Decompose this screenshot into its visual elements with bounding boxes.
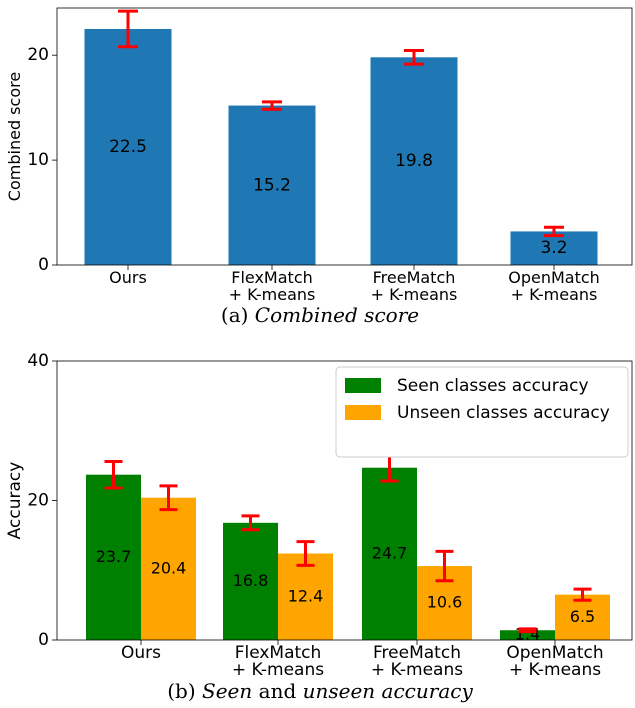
- bar-value-label: 15.2: [253, 175, 291, 195]
- x-tick-label: FreeMatch: [373, 268, 456, 287]
- legend-box: [335, 366, 629, 458]
- bar: [86, 474, 141, 640]
- bar: [555, 594, 610, 640]
- bar-value-label: 3.2: [540, 238, 567, 258]
- bar-value-label: 22.5: [109, 137, 147, 157]
- caption-a: (a) Combined score: [221, 303, 419, 327]
- error-bar: [262, 100, 282, 111]
- bar: [141, 497, 196, 640]
- x-tick-label: Ours: [109, 268, 147, 287]
- y-tick-label: 20: [27, 45, 49, 65]
- y-axis-label: Combined score: [5, 72, 24, 201]
- bar-value-label: 23.7: [96, 547, 132, 566]
- bar-value-label: 12.4: [288, 586, 324, 605]
- x-tick-label: OpenMatch: [506, 643, 603, 663]
- y-tick-label: 0: [38, 630, 49, 650]
- error-bar: [296, 540, 315, 567]
- bar: [84, 28, 172, 266]
- y-tick-label: 10: [27, 150, 49, 170]
- y-axis-label: Accuracy: [5, 462, 25, 540]
- error-bar: [435, 549, 454, 583]
- bar: [223, 522, 278, 640]
- legend: Seen classes accuracy Unseen classes accu…: [335, 366, 629, 458]
- x-tick-label: + K-means: [232, 660, 324, 680]
- bar: [278, 553, 333, 640]
- error-bar: [159, 484, 178, 512]
- x-tick-label: + K-means: [371, 660, 463, 680]
- caption-part: (b): [167, 679, 202, 703]
- plot-frame: [56, 7, 633, 266]
- bar: [370, 57, 458, 266]
- caption-part: and: [252, 679, 302, 703]
- bar-value-label: 6.5: [570, 607, 595, 626]
- bar-value-label: 19.8: [395, 151, 433, 171]
- error-bar: [544, 225, 564, 238]
- bar: [362, 467, 417, 640]
- caption-b: (b) Seen and unseen accuracy: [167, 679, 473, 703]
- bar-value-label: 24.7: [372, 543, 408, 562]
- y-tick-label: 40: [27, 351, 49, 371]
- x-tick-label: + K-means: [511, 285, 598, 304]
- x-tick-label: FreeMatch: [373, 643, 461, 663]
- x-tick-label: OpenMatch: [508, 268, 600, 287]
- bar: [228, 105, 316, 265]
- legend-swatch: [345, 405, 381, 420]
- legend-label: Unseen classes accuracy: [397, 403, 610, 423]
- bar-value-label: 16.8: [233, 571, 269, 590]
- caption-part: Seen: [202, 679, 252, 703]
- error-bar: [404, 48, 424, 66]
- y-tick-label: 0: [38, 255, 49, 275]
- x-tick-label: + K-means: [229, 285, 316, 304]
- caption-italic: Combined score: [255, 303, 419, 327]
- y-tick-label: 20: [27, 491, 49, 511]
- caption-prefix: (a): [221, 303, 255, 327]
- x-tick-label: Ours: [121, 643, 161, 663]
- bar: [500, 630, 555, 640]
- bar-value-label: 20.4: [151, 558, 187, 577]
- caption-text: (a) Combined score: [221, 303, 419, 327]
- x-tick-label: FlexMatch: [231, 268, 313, 287]
- error-bar: [104, 459, 123, 490]
- bar-value-label: 10.6: [427, 593, 463, 612]
- legend-swatch: [345, 378, 381, 393]
- error-bar: [118, 9, 138, 49]
- caption-text: (b) Seen and unseen accuracy: [167, 679, 473, 703]
- error-bar: [573, 587, 592, 602]
- x-tick-label: FlexMatch: [235, 643, 322, 663]
- legend-label: Seen classes accuracy: [397, 376, 589, 396]
- caption-part: unseen accuracy: [303, 679, 474, 703]
- error-bar: [241, 514, 260, 532]
- x-tick-label: + K-means: [509, 660, 601, 680]
- x-tick-label: + K-means: [371, 285, 458, 304]
- error-bar: [518, 627, 537, 634]
